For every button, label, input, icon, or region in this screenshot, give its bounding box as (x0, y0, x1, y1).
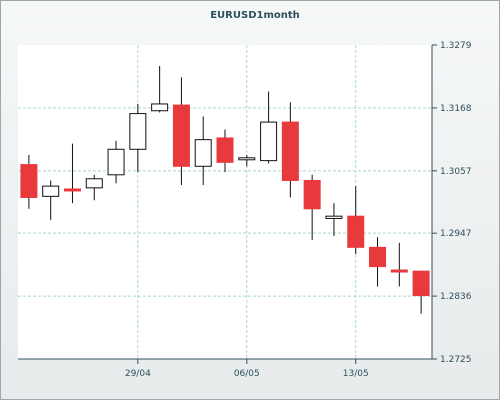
candle-down (412, 270, 430, 314)
candle-body (129, 113, 147, 150)
candle-body (107, 148, 125, 176)
candle-body (325, 215, 343, 219)
candle-body (347, 215, 365, 248)
chart-title: EURUSD1month (210, 10, 300, 21)
candle-down (281, 102, 299, 198)
candle-up (325, 203, 343, 237)
candle-up (42, 180, 60, 221)
candle-body (260, 121, 278, 162)
candle-down (63, 143, 81, 204)
candle-down (303, 174, 321, 240)
candle-up (260, 91, 278, 164)
candle-body (151, 103, 169, 112)
candle-layer (20, 65, 430, 314)
candle-body (85, 178, 103, 189)
y-tick-label: 1.2725 (440, 355, 472, 365)
candle-body (20, 164, 38, 198)
y-tick-label: 1.2836 (440, 292, 472, 302)
candle-body (369, 246, 387, 268)
candle-down (390, 242, 408, 287)
candle-up (194, 116, 212, 185)
candle-body (172, 104, 190, 167)
candle-body (63, 188, 81, 192)
candle-down (347, 186, 365, 255)
candle-body (303, 179, 321, 210)
candle-body (390, 269, 408, 273)
candle-up (107, 140, 125, 184)
candle-body (42, 185, 60, 197)
axis-layer: 1.2725 1.2836 1.2947 1.3057 1.3168 1.3279 29/0… (18, 41, 472, 379)
candle-body (412, 270, 430, 297)
y-tick-label: 1.3279 (440, 41, 472, 51)
candle-body (281, 121, 299, 181)
y-tick-label: 1.2947 (440, 229, 472, 239)
x-tick-label: 06/05 (234, 369, 260, 379)
candle-down (216, 129, 234, 172)
candle-body (238, 157, 256, 161)
candle-up (85, 174, 103, 201)
candle-down (20, 154, 38, 209)
y-tick-label: 1.3168 (440, 104, 472, 114)
candle-down (369, 237, 387, 287)
y-tick-label: 1.3057 (440, 167, 472, 177)
candle-up (129, 103, 147, 172)
x-tick-label: 29/04 (125, 369, 151, 379)
candle-body (194, 139, 212, 167)
candle-down (172, 77, 190, 185)
plot-area (18, 45, 432, 359)
candle-up (238, 154, 256, 167)
candle-body (216, 137, 234, 163)
x-tick-label: 13/05 (343, 369, 369, 379)
candle-up (151, 65, 169, 113)
